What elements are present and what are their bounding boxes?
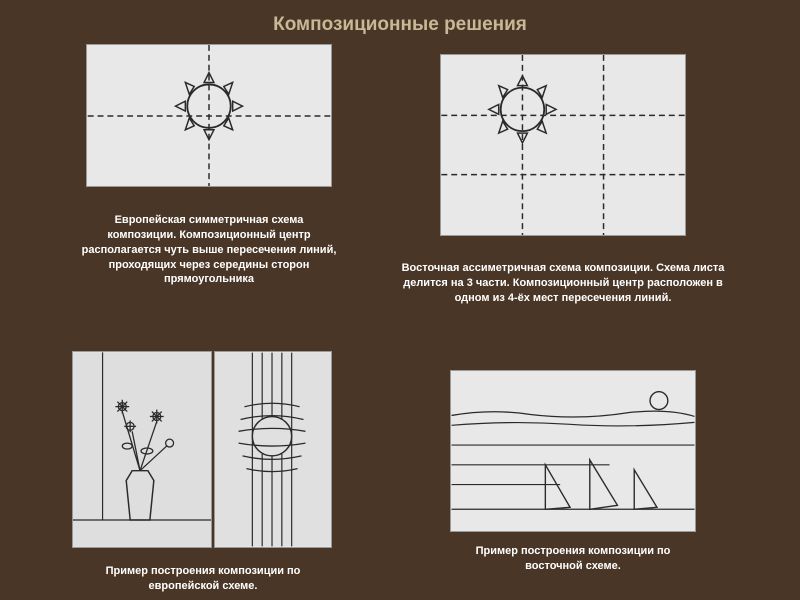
eastern-example-caption: Пример построения композиции по восточно… <box>466 544 680 574</box>
eastern-example-sailboats <box>450 370 696 532</box>
european-scheme-panel <box>86 44 332 187</box>
european-example-caption: Пример построения композиции по европейс… <box>96 564 310 594</box>
flowers-svg <box>73 352 211 547</box>
european-example-sunset <box>214 351 332 548</box>
eastern-scheme-caption: Восточная ассиметричная схема композиции… <box>398 261 728 306</box>
european-example-flowers <box>72 351 212 548</box>
european-scheme-svg <box>87 45 331 186</box>
sunset-svg <box>215 352 331 547</box>
eastern-scheme-panel <box>440 54 686 236</box>
european-scheme-caption: Европейская симметричная схема композици… <box>80 213 338 287</box>
sailboats-svg <box>451 371 695 531</box>
page-title: Композиционные решения <box>0 0 800 36</box>
eastern-scheme-svg <box>441 55 685 235</box>
